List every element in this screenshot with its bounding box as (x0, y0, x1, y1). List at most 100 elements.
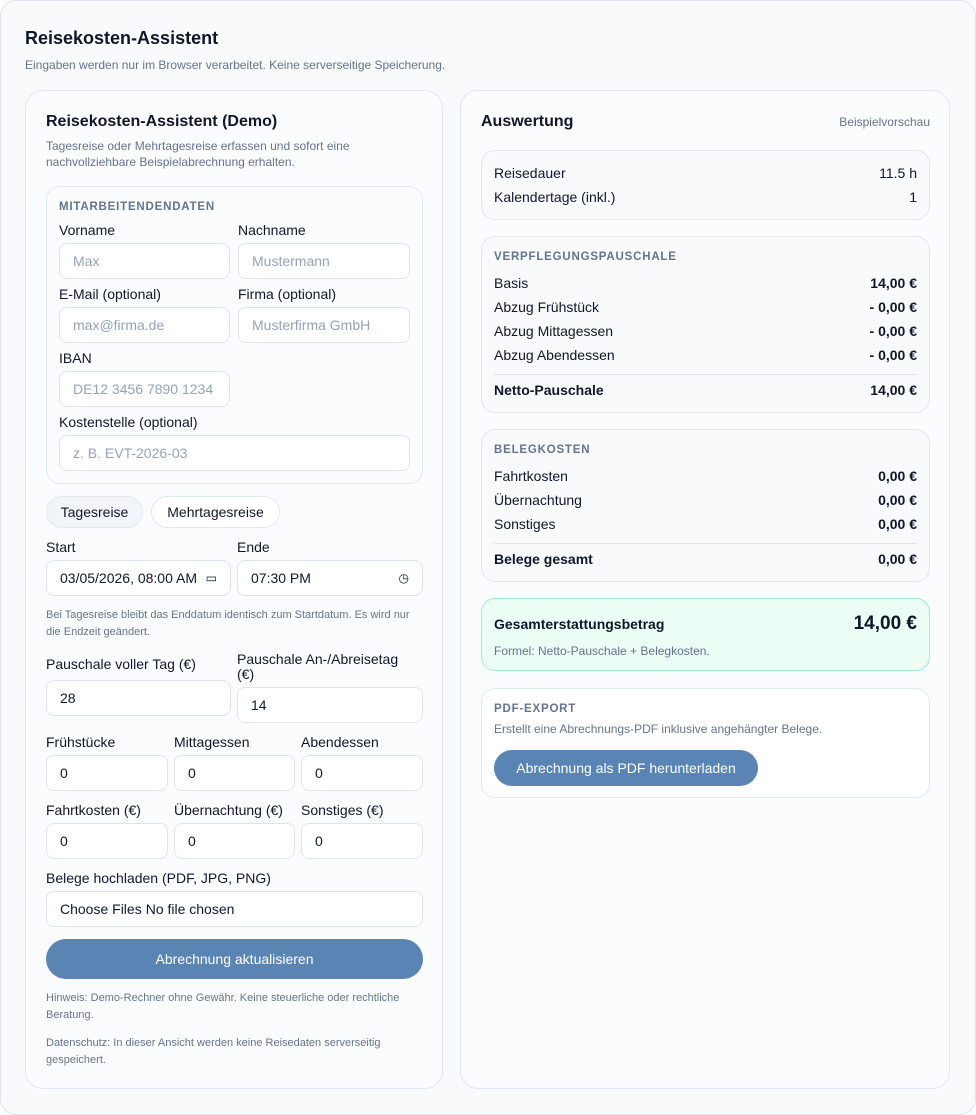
allowance-row: Basis 14,00 € (494, 275, 917, 291)
calendar-icon[interactable]: ▭ (205, 571, 217, 585)
dinner-input[interactable]: 0 (301, 755, 423, 791)
privacy-note: Datenschutz: In dieser Ansicht werden ke… (46, 1037, 381, 1066)
form-title: Reisekosten-Assistent (Demo) (46, 113, 278, 130)
end-value: 07:30 PM (251, 570, 311, 586)
duration-box: Reisedauer 11.5 h Kalendertage (inkl.) 1 (481, 150, 930, 220)
email-input[interactable]: max@firma.de (59, 307, 230, 343)
form-description: Tagesreise oder Mehrtagesreise erfassen … (46, 139, 350, 169)
allowance-row: Abzug Frühstück - 0,00 € (494, 299, 917, 315)
breakfast-input[interactable]: 0 (46, 755, 168, 791)
row-label: Sonstiges (494, 516, 556, 532)
lunch-label: Mittagessen (174, 734, 250, 750)
lodging-input[interactable]: 0 (174, 823, 295, 859)
company-placeholder: Musterfirma GmbH (252, 317, 371, 333)
pdf-export-description: Erstellt eine Abrechnungs-PDF inklusive … (494, 722, 823, 736)
row-label: Belege gesamt (494, 551, 593, 567)
end-time-input[interactable]: 07:30 PM ◷ (237, 560, 423, 596)
row-value: - 0,00 € (869, 323, 917, 339)
upload-label: Belege hochladen (PDF, JPG, PNG) (46, 870, 271, 886)
page-title: Reisekosten-Assistent (25, 28, 219, 48)
row-value: 11.5 h (879, 165, 917, 181)
row-value: - 0,00 € (869, 299, 917, 315)
duration-row: Reisedauer 11.5 h (494, 165, 917, 181)
arrival-day-label: Pauschale An-/Abreisetag (€) (237, 651, 399, 682)
result-title: Auswertung (481, 113, 574, 130)
lodging-label: Übernachtung (€) (174, 802, 283, 818)
first-name-input[interactable]: Max (59, 243, 230, 279)
grand-total-label: Gesamterstattungsbetrag (494, 616, 665, 632)
row-value: 0,00 € (878, 492, 917, 508)
receipt-row: Fahrtkosten 0,00 € (494, 468, 917, 484)
email-label: E-Mail (optional) (59, 286, 161, 302)
row-label: Abzug Frühstück (494, 299, 600, 315)
pdf-export-box: PDF-EXPORT Erstellt eine Abrechnungs-PDF… (481, 688, 930, 798)
trip-hint: Bei Tagesreise bleibt das Enddatum ident… (46, 609, 410, 638)
allowance-total-row: Netto-Pauschale 14,00 € (494, 382, 917, 398)
employee-section-title: MITARBEITENDENDATEN (59, 201, 215, 213)
row-label: Abzug Mittagessen (494, 323, 614, 339)
last-name-input[interactable]: Mustermann (238, 243, 410, 279)
row-value: 14,00 € (870, 275, 917, 291)
row-value: 0,00 € (878, 516, 917, 532)
start-label: Start (46, 539, 76, 555)
formula-text: Formel: Netto-Pauschale + Belegkosten. (494, 644, 710, 658)
iban-label: IBAN (59, 350, 92, 366)
preview-badge: Beispielvorschau (839, 115, 930, 129)
iban-placeholder: DE12 3456 7890 1234 (73, 381, 214, 397)
file-status: No file chosen (145, 901, 235, 917)
receipt-row: Übernachtung 0,00 € (494, 492, 917, 508)
row-value: 0,00 € (878, 468, 917, 484)
company-input[interactable]: Musterfirma GmbH (238, 307, 410, 343)
receipts-title: BELEGKOSTEN (494, 444, 591, 456)
receipt-row: Sonstiges 0,00 € (494, 516, 917, 532)
choose-files-button[interactable]: Choose Files (60, 901, 142, 917)
lunch-input[interactable]: 0 (174, 755, 295, 791)
receipts-box: BELEGKOSTEN Fahrtkosten 0,00 € Übernachtu… (481, 429, 930, 582)
row-label: Basis (494, 275, 529, 291)
row-label: Abzug Abendessen (494, 347, 615, 363)
cost-center-input[interactable]: z. B. EVT-2026-03 (59, 435, 410, 471)
travel-label: Fahrtkosten (€) (46, 802, 141, 818)
row-value: 0,00 € (878, 551, 917, 567)
download-pdf-button[interactable]: Abrechnung als PDF herunterladen (494, 750, 758, 786)
row-label: Reisedauer (494, 165, 566, 181)
allowance-row: Abzug Mittagessen - 0,00 € (494, 323, 917, 339)
start-datetime-input[interactable]: 03/05/2026, 08:00 AM ▭ (46, 560, 231, 596)
row-label: Netto-Pauschale (494, 382, 604, 398)
file-input[interactable]: Choose Files No file chosen (46, 891, 423, 927)
grand-total-value: 14,00 € (853, 613, 917, 634)
full-day-input[interactable]: 28 (46, 680, 231, 716)
row-label: Kalendertage (inkl.) (494, 189, 616, 205)
travel-input[interactable]: 0 (46, 823, 168, 859)
disclaimer-note: Hinweis: Demo-Rechner ohne Gewähr. Keine… (46, 992, 400, 1021)
grand-total-row: Gesamterstattungsbetrag 14,00 € (494, 613, 917, 635)
last-name-label: Nachname (238, 222, 306, 238)
calendar-days-row: Kalendertage (inkl.) 1 (494, 189, 917, 205)
other-input[interactable]: 0 (301, 823, 423, 859)
other-label: Sonstiges (€) (301, 802, 384, 818)
tab-tagesreise[interactable]: Tagesreise (46, 496, 143, 528)
update-button[interactable]: Abrechnung aktualisieren (46, 939, 423, 979)
cost-center-placeholder: z. B. EVT-2026-03 (73, 445, 188, 461)
row-value: - 0,00 € (869, 347, 917, 363)
tab-mehrtagesreise[interactable]: Mehrtagesreise (151, 496, 280, 528)
divider (494, 374, 917, 375)
receipts-total-row: Belege gesamt 0,00 € (494, 551, 917, 567)
row-value: 1 (909, 189, 917, 205)
row-label: Übernachtung (494, 492, 582, 508)
pdf-export-title: PDF-EXPORT (494, 703, 577, 715)
row-label: Fahrtkosten (494, 468, 568, 484)
company-label: Firma (optional) (238, 286, 337, 302)
divider (494, 543, 917, 544)
first-name-label: Vorname (59, 222, 116, 238)
cost-center-label: Kostenstelle (optional) (59, 414, 198, 430)
last-name-placeholder: Mustermann (252, 253, 330, 269)
allowance-box: VERPFLEGUNGSPAUSCHALE Basis 14,00 € Abzug… (481, 236, 930, 413)
full-day-label: Pauschale voller Tag (€) (46, 656, 196, 672)
arrival-day-input[interactable]: 14 (237, 687, 423, 723)
iban-input[interactable]: DE12 3456 7890 1234 (59, 371, 230, 407)
allowance-row: Abzug Abendessen - 0,00 € (494, 347, 917, 363)
dinner-label: Abendessen (301, 734, 379, 750)
clock-icon[interactable]: ◷ (398, 571, 409, 585)
end-label: Ende (237, 539, 270, 555)
